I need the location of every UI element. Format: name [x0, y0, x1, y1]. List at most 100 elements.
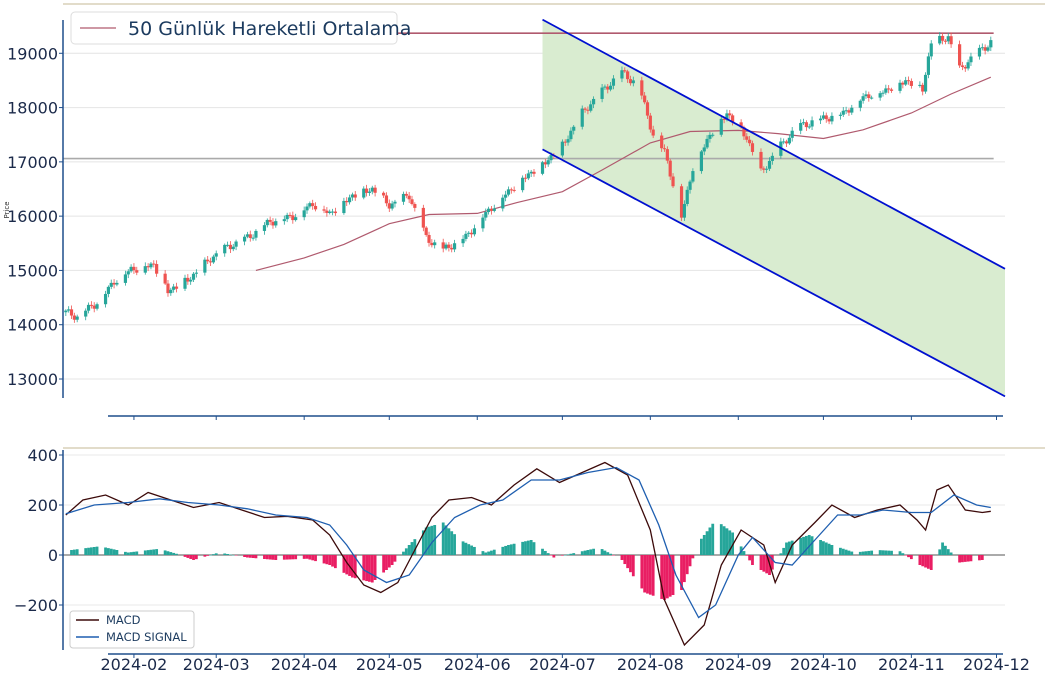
candle-body — [492, 208, 496, 211]
macd-histogram-bar — [742, 551, 746, 555]
candle-body — [444, 244, 448, 249]
macd-histogram-bar — [719, 524, 723, 555]
macd-histogram-bar — [143, 550, 147, 555]
candle-body — [623, 70, 627, 72]
candle-body — [810, 120, 814, 127]
candle-body — [152, 263, 156, 265]
x-tick-label: 2024-04 — [271, 655, 338, 674]
candle-body — [489, 208, 494, 211]
macd-histogram-bar — [421, 530, 425, 555]
macd-histogram-bar — [87, 547, 90, 555]
candle-body — [887, 88, 891, 90]
candle-body — [123, 274, 128, 283]
macd-histogram-bar — [129, 552, 133, 555]
macd-histogram-bar — [861, 551, 865, 555]
candle-body — [529, 171, 533, 174]
candle-body — [830, 115, 834, 122]
candle-body — [540, 162, 545, 174]
price-y-tick-label: 18000 — [7, 99, 58, 118]
macd-histogram-bar — [824, 542, 828, 555]
x-tick-label: 2024-11 — [878, 655, 945, 674]
legend-label-signal: MACD SIGNAL — [106, 630, 187, 644]
candle-body — [103, 293, 108, 305]
macd-histogram-bar — [95, 546, 99, 555]
macd-histogram-bar — [580, 551, 584, 555]
candle-body — [189, 279, 193, 282]
candle-body — [609, 85, 613, 90]
macd-histogram-bar — [782, 547, 786, 555]
macd-histogram-bar — [291, 555, 295, 560]
candle-body — [611, 78, 616, 86]
candle-body — [844, 110, 848, 112]
price-y-tick-label: 15000 — [7, 261, 58, 280]
macd-histogram-bar — [424, 527, 428, 555]
macd-histogram-bar — [490, 550, 493, 555]
candle-body — [963, 66, 967, 69]
candle-body — [149, 263, 153, 268]
macd-histogram-bar — [430, 525, 434, 555]
macd-histogram-bar — [978, 555, 981, 561]
candle-body — [719, 118, 723, 135]
macd-histogram-bar — [203, 555, 207, 557]
macd-histogram-bar — [370, 555, 374, 583]
candle-body — [225, 244, 230, 246]
price-legend-box — [70, 11, 398, 45]
macd-histogram-bar — [504, 545, 508, 555]
candle-body — [313, 205, 318, 210]
macd-histogram-bar — [600, 549, 604, 555]
candle-body — [265, 219, 269, 226]
macd-histogram-bar — [501, 546, 505, 555]
candle-body — [393, 201, 397, 204]
macd-histogram-bar — [444, 525, 448, 555]
candle-body — [821, 115, 826, 119]
macd-signal-line — [65, 466, 991, 619]
candle-body — [305, 206, 309, 211]
candle-body — [864, 94, 868, 97]
candle-body — [600, 87, 604, 99]
candle-body — [651, 129, 655, 136]
macd-histogram-bar — [779, 553, 783, 555]
candle-body — [784, 141, 789, 144]
macd-histogram-bar — [186, 555, 190, 558]
macd-histogram-bar — [938, 549, 942, 555]
candle-body — [112, 282, 116, 285]
macd-histogram-bar — [351, 555, 354, 578]
macd-histogram-bar — [770, 555, 774, 570]
macd-histogram-bar — [441, 522, 445, 555]
candle-body — [603, 86, 607, 88]
price-y-tick-label: 17000 — [7, 153, 58, 172]
candle-body — [430, 242, 434, 246]
macd-histogram-bar — [665, 555, 669, 599]
macd-histogram-bar — [453, 534, 456, 555]
price-y-tick-label: 14000 — [7, 316, 58, 335]
macd-histogram-bar — [629, 555, 632, 573]
candle-body — [404, 193, 408, 196]
candle-body — [926, 56, 930, 75]
candle-body — [671, 176, 675, 187]
macd-histogram-bar — [620, 555, 624, 560]
candle-body — [512, 189, 516, 191]
x-tick-label: 2024-09 — [705, 655, 772, 674]
candle-body — [69, 309, 74, 316]
candle-body — [770, 155, 774, 161]
macd-histogram-bar — [447, 528, 451, 555]
macd-histogram-bar — [708, 527, 712, 555]
candle-body — [285, 214, 289, 220]
candle-body — [665, 149, 669, 161]
candle-body — [223, 244, 227, 254]
macd-histogram-bar — [560, 555, 564, 556]
candle-body — [591, 98, 596, 105]
macd-histogram-bar — [909, 555, 913, 560]
candle-body — [943, 40, 948, 42]
macd-histogram-bar — [470, 545, 473, 555]
candle-body — [739, 122, 743, 128]
macd-histogram-bar — [583, 550, 587, 555]
candle-body — [506, 189, 511, 195]
macd-histogram-bar — [847, 550, 851, 555]
candle-body — [325, 210, 329, 213]
candle-body — [109, 282, 113, 287]
macd-histogram-bar — [263, 555, 266, 559]
candle-body — [333, 211, 337, 214]
macd-histogram-bar — [155, 549, 159, 555]
macd-histogram-bar — [827, 543, 831, 555]
